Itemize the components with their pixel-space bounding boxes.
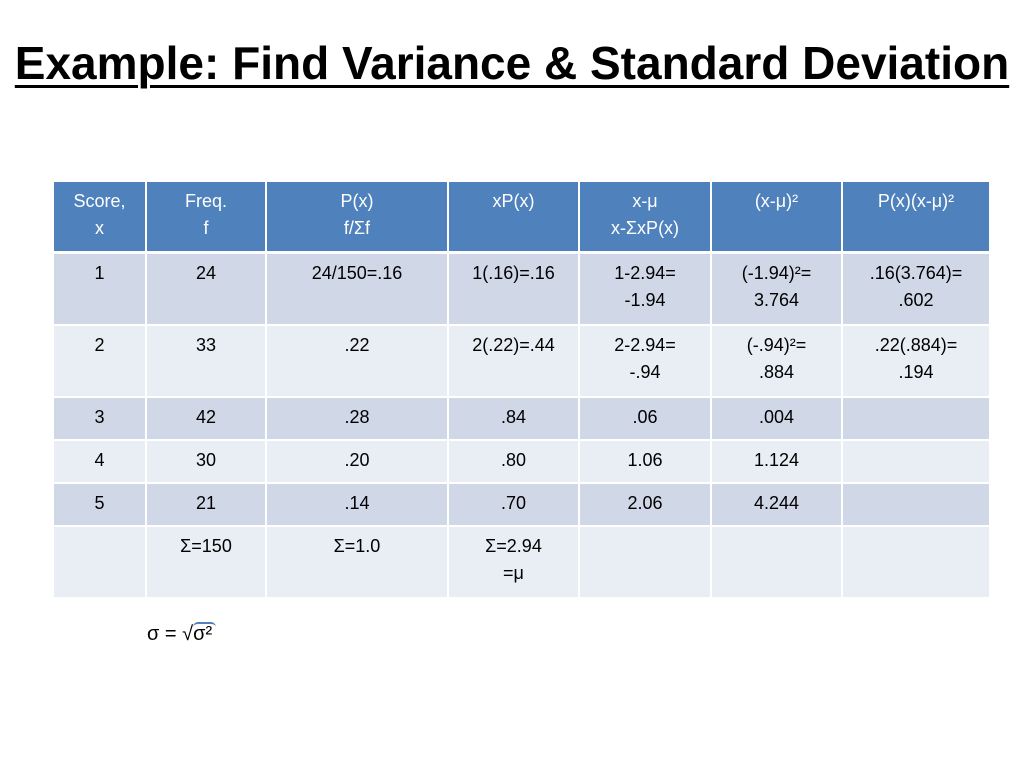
- table-row: 1 24 24/150=.16 1(.16)=.16 1-2.94= -1.94…: [52, 251, 991, 326]
- table-cell: .20: [265, 439, 449, 484]
- table-cell: .14: [265, 482, 449, 527]
- table-cell: .06: [578, 396, 712, 441]
- table-cell: .80: [447, 439, 580, 484]
- table-cell: [841, 439, 991, 484]
- slide-title-text: Example: Find Variance & Standard Deviat…: [14, 37, 1010, 89]
- table-header-row: Score, x Freq. f P(x) f/Σf xP(x) x-μ x-Σ…: [52, 180, 991, 254]
- table-cell: 21: [145, 482, 267, 527]
- table-row: 5 21 .14 .70 2.06 4.244: [52, 482, 991, 527]
- table-cell: [841, 396, 991, 441]
- table-cell: Σ=2.94 =μ: [447, 525, 580, 599]
- header-freq: Freq. f: [145, 180, 267, 254]
- table-totals-row: Σ=150 Σ=1.0 Σ=2.94 =μ: [52, 525, 991, 599]
- variance-table: Score, x Freq. f P(x) f/Σf xP(x) x-μ x-Σ…: [52, 180, 991, 599]
- table-cell: .22: [265, 324, 449, 398]
- table-cell: .84: [447, 396, 580, 441]
- table-cell: 1(.16)=.16: [447, 251, 580, 326]
- table-cell: 33: [145, 324, 267, 398]
- table-cell: [52, 525, 147, 599]
- header-probability: P(x) f/Σf: [265, 180, 449, 254]
- header-xpx: xP(x): [447, 180, 580, 254]
- table-cell: 1.124: [710, 439, 843, 484]
- table-cell: 3: [52, 396, 147, 441]
- table-cell: .16(3.764)= .602: [841, 251, 991, 326]
- table-cell: (-.94)²= .884: [710, 324, 843, 398]
- table-cell: [710, 525, 843, 599]
- table-cell: [841, 525, 991, 599]
- table-cell: .70: [447, 482, 580, 527]
- formula-radicand: σ²: [193, 620, 217, 648]
- table-cell: 30: [145, 439, 267, 484]
- table-cell: .22(.884)= .194: [841, 324, 991, 398]
- header-squared-deviation: (x-μ)²: [710, 180, 843, 254]
- formula-lhs: σ =: [147, 623, 183, 645]
- table-cell: 1-2.94= -1.94: [578, 251, 712, 326]
- table-cell: 5: [52, 482, 147, 527]
- table-cell: 2-2.94= -.94: [578, 324, 712, 398]
- slide-title: Example: Find Variance & Standard Deviat…: [0, 32, 1024, 95]
- header-score: Score, x: [52, 180, 147, 254]
- table-cell: 2(.22)=.44: [447, 324, 580, 398]
- table-cell: 2.06: [578, 482, 712, 527]
- table-row: 2 33 .22 2(.22)=.44 2-2.94= -.94 (-.94)²…: [52, 324, 991, 398]
- table-cell: [841, 482, 991, 527]
- table-cell: 4: [52, 439, 147, 484]
- table-cell: .004: [710, 396, 843, 441]
- header-weighted-squared-deviation: P(x)(x-μ)²: [841, 180, 991, 254]
- table-cell: 1.06: [578, 439, 712, 484]
- table-cell: 24/150=.16: [265, 251, 449, 326]
- table-row: 4 30 .20 .80 1.06 1.124: [52, 439, 991, 484]
- table-cell: 24: [145, 251, 267, 326]
- table-cell: [578, 525, 712, 599]
- table-cell: Σ=1.0: [265, 525, 449, 599]
- table-cell: .28: [265, 396, 449, 441]
- square-root-symbol: √: [182, 623, 194, 645]
- table-cell: 4.244: [710, 482, 843, 527]
- std-dev-formula: σ = √σ²: [147, 620, 217, 648]
- header-deviation: x-μ x-ΣxP(x): [578, 180, 712, 254]
- table-cell: 42: [145, 396, 267, 441]
- table-cell: Σ=150: [145, 525, 267, 599]
- table-cell: 2: [52, 324, 147, 398]
- table-row: 3 42 .28 .84 .06 .004: [52, 396, 991, 441]
- table-cell: 1: [52, 251, 147, 326]
- table-cell: (-1.94)²= 3.764: [710, 251, 843, 326]
